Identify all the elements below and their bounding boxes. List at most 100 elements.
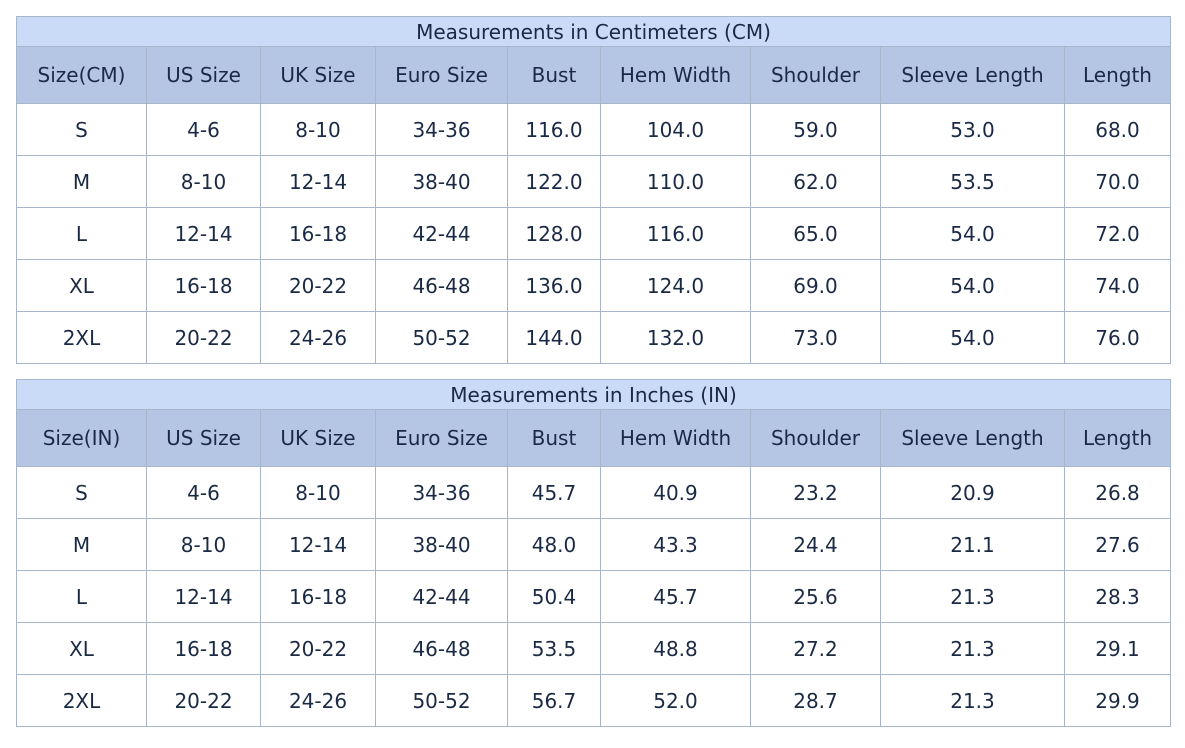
cell: 21.3	[880, 570, 1065, 623]
cell: 73.0	[750, 311, 881, 364]
data-row: L 12-14 16-18 42-44 128.0 116.0 65.0 54.0 72.0	[16, 207, 1171, 260]
column-header: Hem Width	[600, 409, 751, 467]
cell: M	[16, 155, 147, 208]
cell: 12-14	[146, 207, 261, 260]
column-header: Shoulder	[750, 409, 881, 467]
cell: 25.6	[750, 570, 881, 623]
cell: 12-14	[260, 155, 376, 208]
cell: 38-40	[375, 518, 508, 571]
header-row: Size(IN) US Size UK Size Euro Size Bust Hem W…	[16, 409, 1172, 467]
cell: 52.0	[600, 674, 751, 727]
cell: 23.2	[750, 466, 881, 519]
column-header: UK Size	[260, 409, 376, 467]
cell: 29.9	[1063, 674, 1172, 727]
cell: L	[16, 207, 147, 260]
cell: 76.0	[1064, 311, 1171, 364]
cell: 104.0	[600, 103, 751, 156]
column-header: UK Size	[260, 46, 376, 104]
cell: 124.0	[600, 259, 751, 312]
cell: S	[16, 466, 147, 519]
cell: 28.3	[1063, 570, 1172, 623]
title-row: Measurements in Centimeters (CM)	[16, 16, 1171, 47]
column-header: Length	[1064, 46, 1171, 104]
cell: 70.0	[1064, 155, 1171, 208]
cell: 48.0	[507, 518, 601, 571]
cell: 50.4	[507, 570, 601, 623]
cell: 20-22	[260, 259, 376, 312]
cell: M	[16, 518, 147, 571]
cell: 45.7	[507, 466, 601, 519]
cell: 45.7	[600, 570, 751, 623]
column-header: Euro Size	[375, 409, 508, 467]
cell: 16-18	[146, 622, 261, 675]
cell: XL	[16, 622, 147, 675]
cell: 34-36	[375, 466, 508, 519]
cell: 136.0	[507, 259, 601, 312]
cell: 8-10	[260, 466, 376, 519]
cell: 62.0	[750, 155, 881, 208]
cell: 65.0	[750, 207, 881, 260]
cell: 27.2	[750, 622, 881, 675]
size-table: Measurements in Centimeters (CM) Size(CM)…	[16, 16, 1171, 364]
data-row: 2XL 20-22 24-26 50-52 144.0 132.0 73.0 54.0 76.0	[16, 311, 1171, 364]
cell: 43.3	[600, 518, 751, 571]
cell: 54.0	[880, 259, 1065, 312]
cell: 54.0	[880, 311, 1065, 364]
column-header: Sleeve Length	[880, 46, 1065, 104]
cell: 12-14	[260, 518, 376, 571]
cell: 34-36	[375, 103, 508, 156]
cell: 48.8	[600, 622, 751, 675]
cell: 12-14	[146, 570, 261, 623]
cell: 29.1	[1063, 622, 1172, 675]
cell: 28.7	[750, 674, 881, 727]
column-header: Euro Size	[375, 46, 508, 104]
cell: 53.0	[880, 103, 1065, 156]
cell: 2XL	[16, 674, 147, 727]
cell: 24.4	[750, 518, 881, 571]
cell: 4-6	[146, 103, 261, 156]
cell: 16-18	[260, 570, 376, 623]
size-table: Measurements in Inches (IN) Size(IN) US Si…	[15, 379, 1172, 727]
cell: 74.0	[1064, 259, 1171, 312]
cell: XL	[16, 259, 147, 312]
cell: 2XL	[16, 311, 147, 364]
cell: 27.6	[1063, 518, 1172, 571]
cell: 40.9	[600, 466, 751, 519]
cell: 122.0	[507, 155, 601, 208]
column-header: Size(IN)	[16, 409, 147, 467]
column-header: US Size	[146, 409, 261, 467]
column-header: US Size	[146, 46, 261, 104]
column-header: Bust	[507, 409, 601, 467]
cell: 8-10	[146, 155, 261, 208]
cell: 72.0	[1064, 207, 1171, 260]
cell: 20-22	[260, 622, 376, 675]
data-row: XL 16-18 20-22 46-48 53.5 48.8 27.2 21.3 29.1	[16, 622, 1172, 675]
cell: 8-10	[260, 103, 376, 156]
data-row: S 4-6 8-10 34-36 116.0 104.0 59.0 53.0 68.0	[16, 103, 1171, 156]
cell: 116.0	[507, 103, 601, 156]
cell: 8-10	[146, 518, 261, 571]
cell: 116.0	[600, 207, 751, 260]
cell: 50-52	[375, 674, 508, 727]
cell: 46-48	[375, 259, 508, 312]
column-header: Shoulder	[750, 46, 881, 104]
cell: 54.0	[880, 207, 1065, 260]
cell: 53.5	[507, 622, 601, 675]
cell: 24-26	[260, 674, 376, 727]
cell: 20.9	[880, 466, 1065, 519]
cell: 128.0	[507, 207, 601, 260]
cell: 24-26	[260, 311, 376, 364]
cell: 132.0	[600, 311, 751, 364]
column-header: Sleeve Length	[880, 409, 1065, 467]
column-header: Size(CM)	[16, 46, 147, 104]
cell: 20-22	[146, 311, 261, 364]
column-header: Bust	[507, 46, 601, 104]
column-header: Length	[1063, 409, 1172, 467]
cell: 42-44	[375, 207, 508, 260]
table-title: Measurements in Centimeters (CM)	[16, 16, 1171, 47]
cell: L	[16, 570, 147, 623]
cell: 50-52	[375, 311, 508, 364]
cell: 59.0	[750, 103, 881, 156]
cell: 21.3	[880, 674, 1065, 727]
